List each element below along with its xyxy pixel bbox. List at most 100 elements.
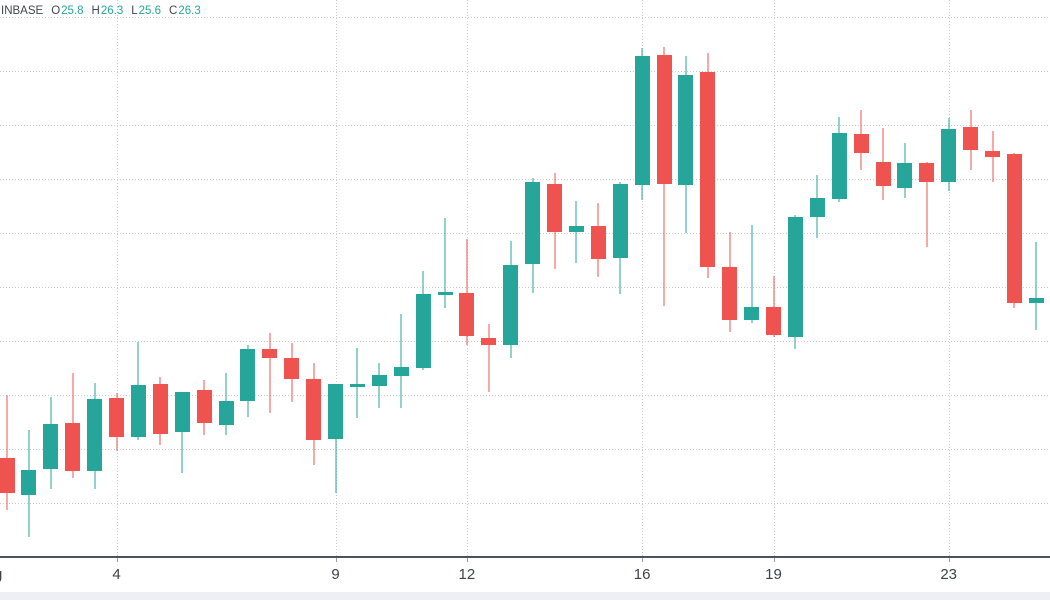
candle-body	[65, 422, 81, 471]
time-axis-label: 12	[458, 566, 476, 583]
candle-wick	[6, 395, 8, 511]
candle-body	[43, 423, 59, 469]
candle-body	[328, 383, 343, 439]
time-axis-tick	[335, 558, 337, 562]
candle-body	[634, 56, 650, 186]
ohlc-legend: INBASE O 25.8 H 26.3 L 25.6 C 26.3	[1, 3, 201, 18]
time-axis-label: 19	[765, 566, 782, 583]
candle-body	[0, 457, 15, 493]
candle-body	[1006, 153, 1022, 303]
time-axis-tick	[773, 558, 775, 562]
candle-body	[1028, 297, 1044, 303]
symbol-name: INBASE	[1, 4, 44, 17]
time-gridline	[116, 0, 118, 557]
candle-wick	[181, 391, 184, 473]
candle-body	[787, 217, 803, 337]
candle-body	[678, 75, 694, 186]
time-axis-tick	[466, 558, 468, 562]
candle-body	[481, 337, 497, 345]
ohlc-low-label: L	[131, 4, 138, 17]
time-axis-tick	[948, 558, 950, 562]
price-gridline	[0, 17, 1050, 19]
candle-wick	[356, 348, 359, 418]
candle-body	[21, 470, 37, 495]
candle-body	[700, 71, 716, 268]
bottom-toolbar-edge	[0, 592, 1050, 600]
candle-wick	[400, 314, 403, 408]
ohlc-close: C 26.3	[169, 5, 201, 17]
candle-wick	[1035, 241, 1038, 330]
time-axis-label: 23	[940, 566, 958, 583]
time-axis-label: 9	[331, 566, 340, 583]
ohlc-low-value: 25.6	[138, 4, 162, 17]
candle-body	[963, 126, 979, 150]
candle-body	[174, 391, 190, 432]
candle-wick	[268, 333, 271, 413]
candle-body	[437, 292, 453, 295]
candle-body	[393, 367, 409, 376]
price-gridline	[0, 449, 1050, 451]
candle-body	[196, 389, 212, 423]
candle-body	[109, 397, 124, 437]
ohlc-high-value: 26.3	[100, 4, 124, 17]
candle-body	[568, 226, 584, 232]
price-gridline	[0, 125, 1050, 127]
candle-body	[349, 383, 365, 387]
ohlc-open-value: 25.8	[61, 4, 84, 17]
candle-wick	[925, 161, 928, 248]
ohlc-close-value: 26.3	[178, 4, 201, 17]
candle-body	[459, 293, 475, 336]
candle-body	[415, 294, 431, 369]
candle-body	[744, 307, 760, 321]
time-axis-label: 4	[112, 566, 121, 583]
candle-body	[152, 383, 168, 434]
price-gridline	[0, 179, 1050, 181]
ohlc-close-label: C	[169, 4, 178, 17]
candle-body	[547, 184, 562, 232]
candle-body	[919, 163, 935, 182]
time-axis-tick	[642, 558, 644, 562]
candle-wick	[772, 275, 775, 337]
price-gridline	[0, 341, 1050, 343]
candle-body	[766, 307, 781, 335]
candle-body	[831, 132, 847, 200]
candle-body	[503, 265, 519, 345]
price-gridline	[0, 395, 1050, 397]
candle-body	[306, 378, 322, 440]
candle-body	[656, 55, 672, 185]
ohlc-high-label: H	[91, 4, 100, 17]
candle-wick	[465, 239, 468, 345]
candle-body	[284, 357, 300, 379]
time-gridline	[948, 0, 950, 557]
candle-body	[722, 267, 738, 321]
candle-body	[87, 398, 103, 471]
candle-body	[218, 401, 234, 425]
ohlc-low: L 25.6	[131, 5, 161, 17]
time-gridline	[335, 0, 337, 557]
ohlc-high: H 26.3	[92, 5, 124, 17]
candle-wick	[444, 218, 446, 309]
candle-wick	[487, 323, 490, 392]
price-gridline	[0, 503, 1050, 504]
candle-body	[985, 151, 1000, 157]
candle-body	[590, 226, 606, 259]
ohlc-open: O 25.8	[51, 5, 83, 17]
time-axis-partial-label: g	[0, 565, 2, 585]
time-axis-line	[0, 556, 1050, 558]
price-gridline	[0, 233, 1050, 235]
candle-body	[262, 348, 278, 358]
price-gridline	[0, 71, 1050, 73]
candle-body	[853, 133, 869, 153]
candle-body	[809, 198, 825, 217]
time-axis-tick	[116, 558, 118, 562]
candle-body	[371, 375, 387, 386]
candle-body	[130, 384, 146, 437]
candle-body	[612, 184, 628, 258]
price-gridline	[0, 287, 1050, 289]
ohlc-open-label: O	[51, 4, 61, 17]
candle-body	[941, 129, 957, 182]
time-axis-label: 16	[633, 566, 651, 583]
time-gridline	[642, 0, 644, 557]
chart-plot-area[interactable]	[0, 0, 1050, 557]
